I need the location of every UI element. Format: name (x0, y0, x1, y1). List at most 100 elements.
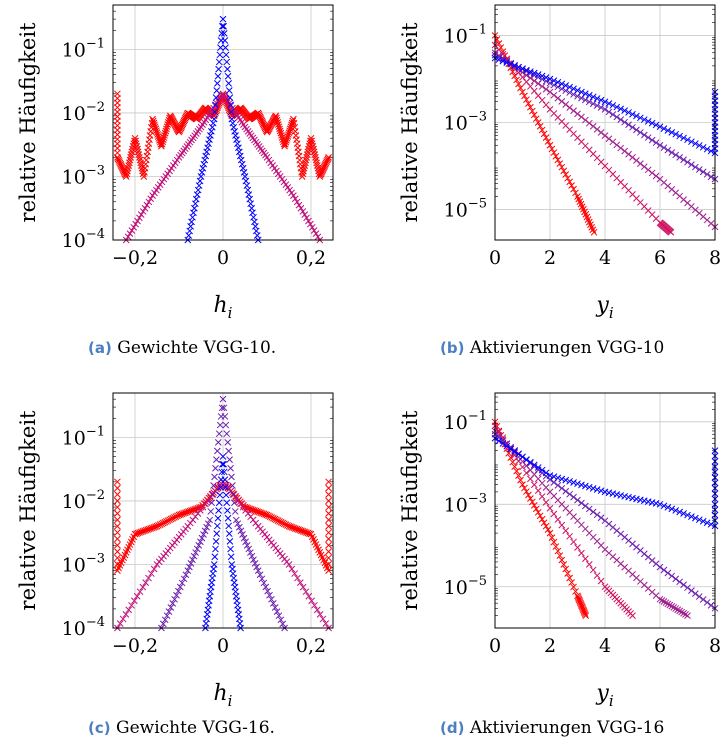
data-point (250, 556, 257, 564)
data-point (281, 140, 289, 148)
data-point (699, 596, 707, 603)
data-point (564, 174, 572, 182)
data-point (556, 160, 564, 167)
data-point (126, 230, 134, 238)
data-point (574, 86, 581, 94)
data-point (593, 126, 601, 133)
data-point (660, 566, 668, 574)
data-point (264, 587, 271, 595)
data-point (187, 560, 195, 567)
data-point (167, 604, 175, 611)
data-point (601, 132, 609, 139)
data-point (235, 144, 242, 152)
data-point (286, 127, 293, 135)
data-point (217, 44, 224, 52)
data-point (206, 136, 213, 143)
data-point (680, 134, 687, 142)
data-point (239, 531, 246, 538)
y-tick-label: 10−1 (444, 22, 487, 47)
data-point (171, 595, 178, 603)
data-point (629, 110, 636, 118)
data-point (640, 497, 648, 505)
data-point (668, 505, 676, 513)
y-tick-label: 10−3 (444, 110, 487, 135)
data-point (214, 514, 222, 522)
data-point (153, 522, 161, 530)
data-point (307, 220, 314, 228)
data-point (308, 597, 315, 605)
data-point (203, 148, 211, 156)
data-point (192, 549, 200, 556)
data-point (534, 508, 542, 516)
data-point (582, 116, 589, 124)
data-point (597, 577, 605, 585)
data-point (220, 22, 227, 30)
data-point (189, 556, 196, 564)
data-point (207, 508, 215, 515)
data-point (301, 211, 309, 218)
data-point (201, 527, 209, 535)
data-point (703, 599, 711, 606)
data-point (684, 612, 691, 619)
data-point (558, 521, 566, 529)
data-point (248, 552, 256, 560)
data-point (554, 94, 562, 102)
data-point (695, 166, 703, 173)
data-point (303, 214, 310, 222)
data-point (667, 228, 675, 236)
data-point (205, 140, 212, 148)
data-point (597, 514, 605, 522)
data-point (237, 156, 245, 164)
data-point (605, 108, 613, 116)
data-point (676, 508, 683, 516)
data-point (156, 521, 164, 528)
plot-frame (112, 4, 334, 241)
data-point (114, 541, 121, 549)
x-tick-label: 4 (599, 635, 611, 657)
x-axis-label: hi (214, 293, 233, 322)
data-point (528, 498, 536, 506)
data-point (544, 526, 552, 534)
data-point (302, 588, 310, 596)
data-point (527, 495, 534, 502)
data-point (276, 518, 283, 525)
data-point (227, 553, 235, 561)
data-point (278, 131, 285, 139)
data-point (153, 127, 160, 135)
data-point (560, 561, 568, 568)
data-point (246, 549, 254, 556)
data-point (290, 192, 297, 199)
x-tick-label: 8 (709, 247, 721, 269)
data-point (499, 57, 507, 65)
data-point (297, 204, 305, 212)
data-point (288, 565, 296, 573)
data-point (652, 121, 660, 129)
data-point (658, 596, 666, 604)
data-point (640, 116, 648, 123)
data-point (207, 132, 214, 139)
data-point (222, 484, 229, 491)
data-point (124, 233, 132, 241)
data-point (114, 548, 121, 555)
data-point (562, 101, 570, 108)
data-point (128, 227, 136, 234)
data-point (222, 44, 229, 52)
data-point (617, 492, 625, 499)
data-point (585, 91, 593, 99)
data-point (552, 152, 560, 160)
data-point (293, 198, 301, 206)
data-point (564, 570, 572, 577)
data-point (503, 59, 511, 66)
data-point (114, 497, 121, 505)
data-point (699, 168, 707, 176)
data-point (268, 595, 275, 603)
data-point (570, 479, 577, 486)
caption-c-text: Gewichte VGG-16. (116, 718, 275, 738)
data-point (562, 487, 570, 495)
data-point (200, 160, 208, 168)
data-point (703, 519, 711, 527)
y-tick-label: 10−4 (62, 615, 105, 640)
data-point (273, 608, 281, 615)
data-point (231, 128, 238, 135)
y-tick-label: 10−1 (62, 36, 105, 61)
